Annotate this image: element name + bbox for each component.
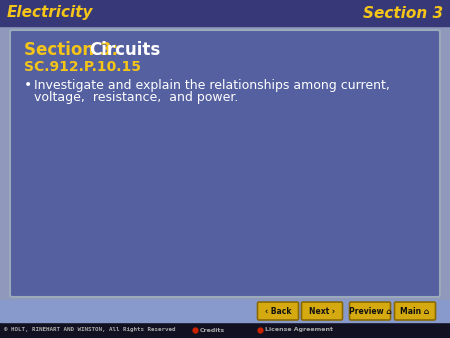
Text: Circuits: Circuits: [89, 41, 160, 59]
Text: Electricity: Electricity: [7, 5, 94, 21]
Text: voltage,  resistance,  and power.: voltage, resistance, and power.: [34, 92, 238, 104]
Text: © HOLT, RINEHART AND WINSTON, All Rights Reserved: © HOLT, RINEHART AND WINSTON, All Rights…: [4, 328, 176, 333]
FancyBboxPatch shape: [10, 30, 440, 297]
Text: SC.912.P.10.15: SC.912.P.10.15: [24, 60, 141, 74]
Text: ‹ Back: ‹ Back: [265, 307, 291, 315]
Text: Section 3:: Section 3:: [24, 41, 124, 59]
Bar: [0, 322, 450, 338]
FancyBboxPatch shape: [302, 302, 342, 320]
Text: Main ⌂: Main ⌂: [400, 307, 430, 315]
Text: License Agreement: License Agreement: [265, 328, 333, 333]
Text: Investigate and explain the relationships among current,: Investigate and explain the relationship…: [34, 78, 390, 92]
Text: Preview ⌂: Preview ⌂: [349, 307, 392, 315]
Bar: [0, 300, 450, 322]
Text: Credits: Credits: [200, 328, 225, 333]
FancyBboxPatch shape: [257, 302, 298, 320]
Text: Section 3: Section 3: [363, 5, 443, 21]
Bar: [0, 0, 450, 26]
FancyBboxPatch shape: [350, 302, 391, 320]
FancyBboxPatch shape: [395, 302, 436, 320]
Text: Next ›: Next ›: [309, 307, 335, 315]
Text: •: •: [24, 78, 32, 92]
